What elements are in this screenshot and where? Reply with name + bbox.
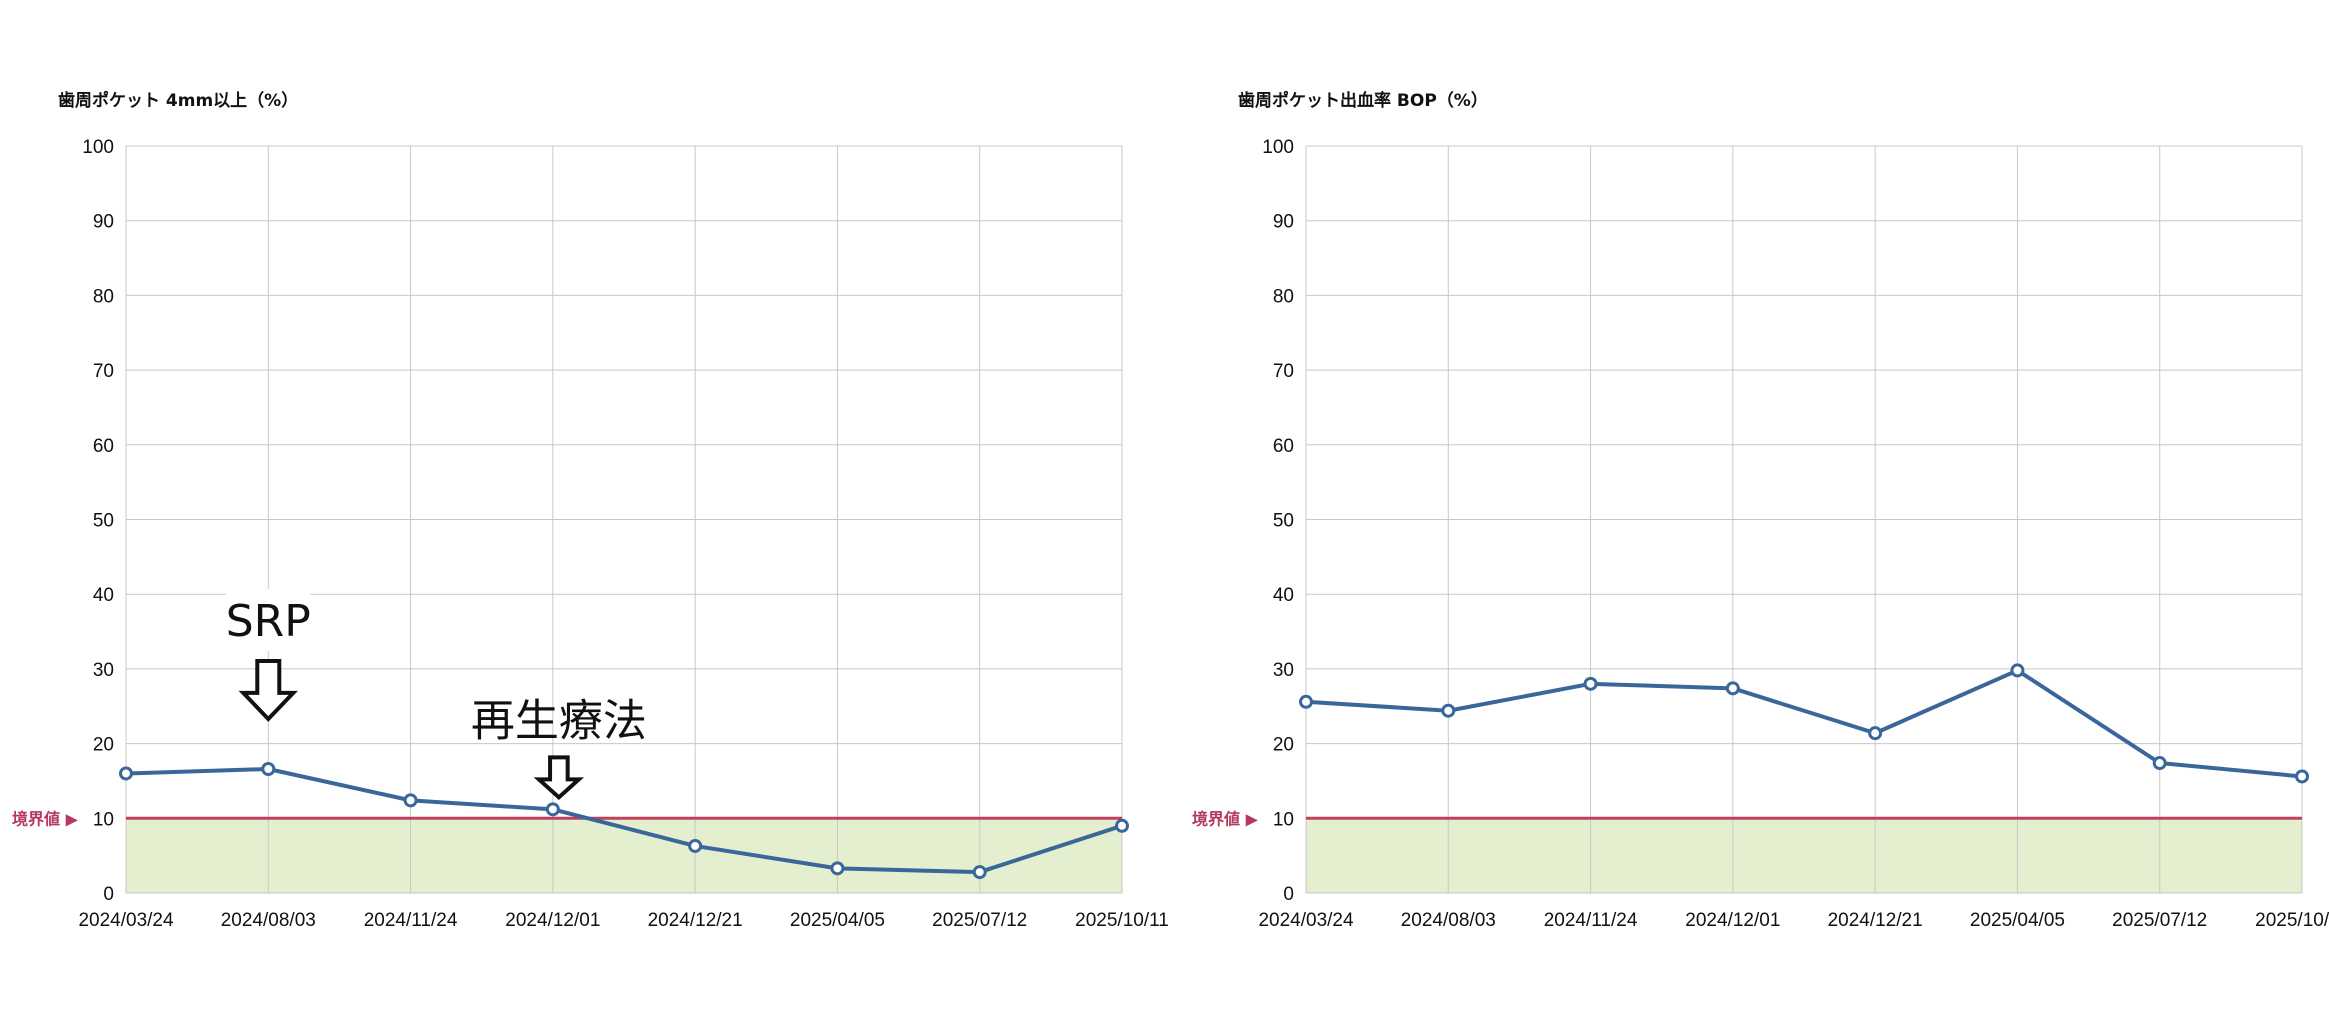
y-tick-label: 100 <box>1262 137 1294 158</box>
y-tick-label: 20 <box>1273 735 1294 756</box>
x-tick-label: 2024/12/21 <box>648 910 743 931</box>
threshold-zone <box>1306 818 2302 893</box>
y-tick-label: 70 <box>93 361 114 382</box>
y-tick-label: 30 <box>1273 660 1294 681</box>
series-line <box>125 766 1123 875</box>
data-point <box>261 761 276 776</box>
x-tick-label: 2025/04/05 <box>790 910 885 931</box>
data-point <box>1115 818 1129 833</box>
x-tick-label: 2025/07/12 <box>2112 910 2207 931</box>
x-tick-label: 2025/04/05 <box>1970 910 2065 931</box>
y-tick-label: 60 <box>93 436 114 457</box>
data-point <box>1868 726 1883 741</box>
x-tick-label: 2024/08/03 <box>221 910 316 931</box>
y-tick-label: 0 <box>1283 884 1294 905</box>
down-arrow-icon <box>238 658 298 722</box>
data-point <box>403 793 418 808</box>
x-tick-label: 2024/12/01 <box>505 910 600 931</box>
data-point <box>688 838 703 853</box>
y-tick-label: 50 <box>1273 511 1294 532</box>
data-point <box>972 865 987 880</box>
y-tick-label: 90 <box>1273 212 1294 233</box>
y-tick-label: 30 <box>93 660 114 681</box>
y-tick-label: 40 <box>1273 585 1294 606</box>
data-point <box>2010 663 2025 678</box>
x-tick-label: 2025/10/11 <box>2255 910 2329 931</box>
data-point <box>1299 694 1313 709</box>
series-line <box>1305 668 2303 779</box>
x-tick-label: 2024/11/24 <box>1544 910 1638 931</box>
x-tick-label: 2024/12/01 <box>1685 910 1780 931</box>
x-tick-label: 2025/07/12 <box>932 910 1027 931</box>
down-arrow-icon <box>533 755 585 801</box>
annotation-label: 再生療法 <box>471 695 647 746</box>
annotation-label: SRP <box>226 596 311 647</box>
chart-title: 歯周ポケット出血率 BOP（%） <box>1238 90 1488 111</box>
x-tick-label: 2025/10/11 <box>1075 910 1169 931</box>
data-point <box>1441 703 1456 718</box>
data-point <box>545 802 560 817</box>
y-tick-label: 40 <box>93 585 114 606</box>
chart-2: 歯周ポケット出血率 BOP（%） 0 10 20 30 40 50 60 70 80 90 100 20… <box>1192 90 2329 931</box>
y-tick-label: 20 <box>93 735 114 756</box>
data-point <box>1725 681 1740 696</box>
y-tick-label: 70 <box>1273 361 1294 382</box>
data-point <box>2295 769 2309 784</box>
threshold-label: 境界値 ▶ <box>12 809 79 828</box>
annotation-backdrop <box>226 588 311 651</box>
x-tick-label: 2024/11/24 <box>364 910 458 931</box>
chart-title: 歯周ポケット 4mm以上（%） <box>58 90 298 111</box>
threshold-label: 境界値 ▶ <box>1192 809 1259 828</box>
y-tick-label: 80 <box>93 286 114 307</box>
y-tick-label: 10 <box>93 809 114 830</box>
y-tick-label: 60 <box>1273 436 1294 457</box>
data-point <box>119 766 133 781</box>
y-tick-label: 10 <box>1273 809 1294 830</box>
data-point <box>2152 756 2167 771</box>
y-tick-label: 80 <box>1273 286 1294 307</box>
threshold-zone <box>126 818 1122 893</box>
data-point <box>830 861 845 876</box>
y-tick-label: 90 <box>93 212 114 233</box>
x-tick-label: 2024/03/24 <box>1258 910 1354 931</box>
chart-1: 歯周ポケット 4mm以上（%） 0 10 20 30 40 50 60 70 80 90 100 202… <box>12 90 1169 931</box>
x-tick-label: 2024/03/24 <box>78 910 174 931</box>
x-tick-label: 2024/08/03 <box>1401 910 1496 931</box>
data-point <box>1583 676 1598 691</box>
y-tick-label: 100 <box>82 137 114 158</box>
x-tick-label: 2024/12/21 <box>1828 910 1923 931</box>
y-tick-label: 50 <box>93 511 114 532</box>
y-tick-label: 0 <box>103 884 114 905</box>
